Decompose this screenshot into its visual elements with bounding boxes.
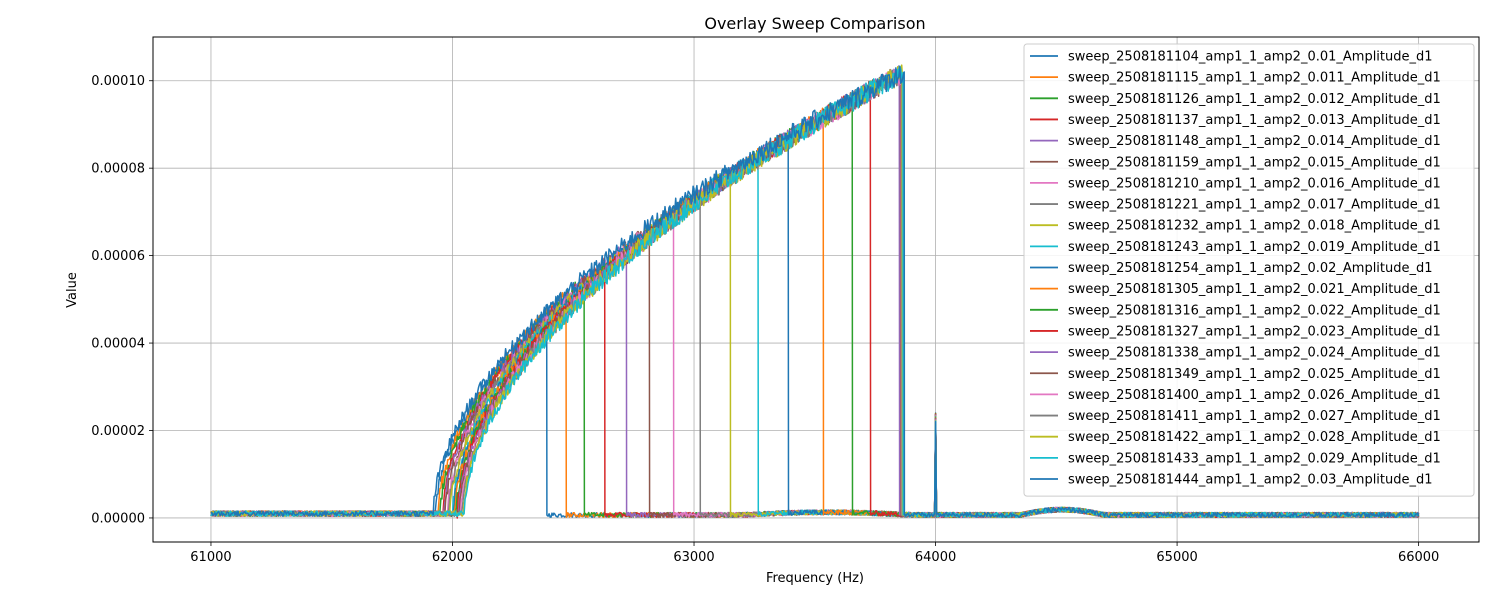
x-axis-ticks: 61000 62000 63000 64000 65000 66000: [190, 542, 1439, 565]
x-tick-label: 62000: [432, 550, 473, 565]
legend-entry: sweep_2508181243_amp1_1_amp2_0.019_Ampli…: [1068, 240, 1441, 255]
x-tick-label: 63000: [673, 550, 714, 565]
legend-entry: sweep_2508181433_amp1_1_amp2_0.029_Ampli…: [1068, 451, 1441, 466]
legend-entry: sweep_2508181400_amp1_1_amp2_0.026_Ampli…: [1068, 388, 1441, 403]
legend-entry: sweep_2508181159_amp1_1_amp2_0.015_Ampli…: [1068, 155, 1441, 170]
x-tick-label: 61000: [190, 550, 231, 565]
x-tick-label: 64000: [915, 550, 956, 565]
legend-entry: sweep_2508181327_amp1_1_amp2_0.023_Ampli…: [1068, 324, 1441, 339]
legend: sweep_2508181104_amp1_1_amp2_0.01_Amplit…: [1023, 43, 1475, 497]
legend-entry: sweep_2508181305_amp1_1_amp2_0.021_Ampli…: [1068, 282, 1441, 297]
y-tick-label: 0.00010: [91, 74, 145, 89]
legend-entry: sweep_2508181338_amp1_1_amp2_0.024_Ampli…: [1068, 346, 1441, 361]
y-axis-ticks: 0.00000 0.00002 0.00004 0.00006 0.00008 0.000…: [91, 74, 153, 526]
legend-entry: sweep_2508181444_amp1_1_amp2_0.03_Amplit…: [1068, 473, 1433, 488]
y-tick-label: 0.00004: [91, 337, 145, 352]
y-tick-label: 0.00002: [91, 424, 145, 439]
y-tick-label: 0.00006: [91, 249, 145, 264]
x-tick-label: 65000: [1156, 550, 1197, 565]
legend-entry: sweep_2508181126_amp1_1_amp2_0.012_Ampli…: [1068, 92, 1441, 107]
legend-entry: sweep_2508181148_amp1_1_amp2_0.014_Ampli…: [1068, 134, 1441, 149]
series-lines: [210, 64, 1420, 519]
legend-entry: sweep_2508181316_amp1_1_amp2_0.022_Ampli…: [1068, 303, 1441, 318]
y-tick-label: 0.00008: [91, 162, 145, 177]
axes-frame: [152, 36, 1480, 543]
legend-box: [1023, 43, 1475, 497]
x-tick-label: 66000: [1398, 550, 1439, 565]
plot-area: [210, 64, 1420, 519]
legend-entry: sweep_2508181104_amp1_1_amp2_0.01_Amplit…: [1068, 50, 1433, 65]
legend-entry: sweep_2508181232_amp1_1_amp2_0.018_Ampli…: [1068, 219, 1441, 234]
y-axis-label: Value: [65, 272, 80, 308]
legend-entry: sweep_2508181210_amp1_1_amp2_0.016_Ampli…: [1068, 176, 1441, 191]
legend-entry: sweep_2508181254_amp1_1_amp2_0.02_Amplit…: [1068, 261, 1433, 276]
legend-entry: sweep_2508181115_amp1_1_amp2_0.011_Ampli…: [1068, 71, 1441, 86]
x-axis-label: Frequency (Hz): [766, 571, 864, 586]
legend-entry: sweep_2508181137_amp1_1_amp2_0.013_Ampli…: [1068, 113, 1441, 128]
chart-title: Overlay Sweep Comparison: [704, 14, 925, 33]
legend-entry: sweep_2508181411_amp1_1_amp2_0.027_Ampli…: [1068, 409, 1441, 424]
legend-entry: sweep_2508181221_amp1_1_amp2_0.017_Ampli…: [1068, 198, 1441, 213]
y-tick-label: 0.00000: [91, 511, 145, 526]
legend-entry: sweep_2508181349_amp1_1_amp2_0.025_Ampli…: [1068, 367, 1441, 382]
series-line: [210, 66, 1420, 519]
legend-entry: sweep_2508181422_amp1_1_amp2_0.028_Ampli…: [1068, 430, 1441, 445]
